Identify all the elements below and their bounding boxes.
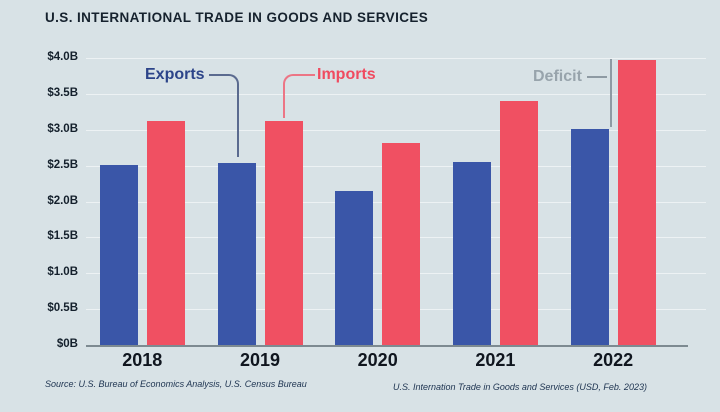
y-tick-label: $0B <box>56 338 78 350</box>
exports-connector-line <box>209 74 239 157</box>
deficit-range-line <box>610 59 612 127</box>
x-tick-label-2018: 2018 <box>122 350 163 370</box>
y-tick-label: $1.5B <box>47 230 78 243</box>
deficit-connector-line <box>587 76 607 78</box>
y-tick-label: $2.5B <box>47 158 78 171</box>
deficit-label: Deficit <box>533 68 582 85</box>
y-tick-label: $3.5B <box>47 86 78 99</box>
bar-imports-2022 <box>617 60 656 345</box>
bar-imports-2020 <box>382 143 421 345</box>
bar-imports-2019 <box>264 121 303 345</box>
x-tick-label-2020: 2020 <box>357 350 398 370</box>
y-tick-label: $0.5B <box>47 302 78 315</box>
imports-connector-line <box>283 74 315 118</box>
exports-label: Exports <box>145 66 205 83</box>
x-axis-line <box>86 345 688 347</box>
imports-label: Imports <box>317 66 376 83</box>
grid-line <box>86 93 706 95</box>
bar-exports-2019 <box>217 163 256 345</box>
bar-imports-2018 <box>146 121 185 345</box>
bar-imports-2021 <box>499 101 538 345</box>
x-tick-label-2019: 2019 <box>239 350 281 370</box>
x-tick-label-2021: 2021 <box>475 350 516 370</box>
y-tick-label: $4.0B <box>47 51 78 63</box>
x-tick-label-2022: 2022 <box>593 350 634 370</box>
grid-line <box>86 58 706 59</box>
y-tick-label: $1.0B <box>47 266 78 279</box>
bar-exports-2018 <box>99 164 138 345</box>
source-note: Source: U.S. Bureau of Economics Analysi… <box>45 379 307 389</box>
caption-note: U.S. Internation Trade in Goods and Serv… <box>393 382 647 392</box>
y-tick-label: $3.0B <box>47 122 78 135</box>
chart-title: U.S. INTERNATIONAL TRADE IN GOODS AND SE… <box>45 10 429 25</box>
grid-line <box>86 129 706 131</box>
bar-exports-2022 <box>570 129 609 345</box>
bar-exports-2020 <box>335 190 374 345</box>
y-tick-label: $2.0B <box>47 194 78 207</box>
bar-exports-2021 <box>452 162 491 345</box>
